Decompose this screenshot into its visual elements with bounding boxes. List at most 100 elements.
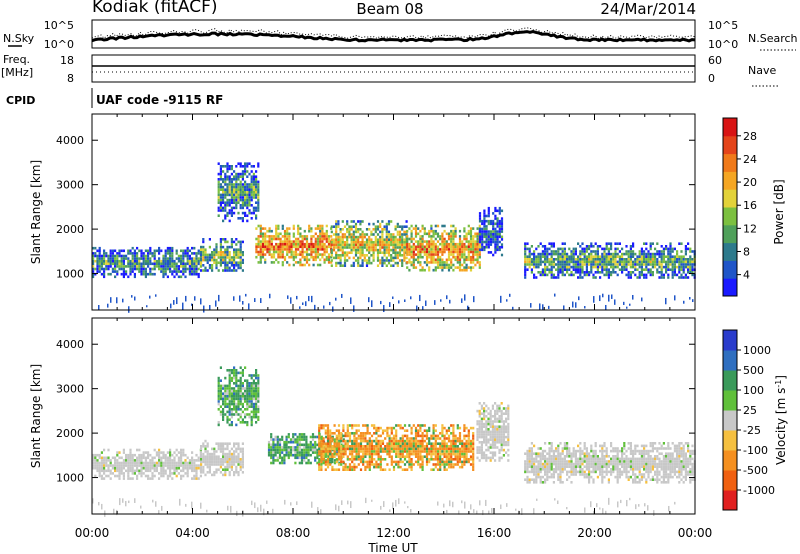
nsky-label: N.Sky [3,32,35,45]
freq-label-1: Freq. [3,53,30,66]
x-tick-label: 04:00 [175,526,210,540]
y-tick-label: 3000 [56,179,84,192]
freq-label-2: [MHz] [1,66,33,79]
colorbar-swatch [723,350,737,371]
near-range-speckle [92,497,676,517]
colorbar-tick-label: 12 [743,222,757,235]
time-axis-label: Time UT [367,541,418,554]
power-ylabel: Slant Range [km] [29,160,43,264]
echo-region [255,224,333,267]
nave-label: Nave [748,64,776,77]
nsky-tick-top: 10^5 [44,19,74,32]
x-tick-label: 16:00 [477,526,512,540]
noise-search-line [91,27,696,40]
colorbar-tick-label: 4 [743,269,750,282]
colorbar-swatch [723,118,737,137]
x-tick-label: 00:00 [678,526,713,540]
colorbar-swatch [723,224,737,244]
colorbar-tick-label: 28 [743,130,757,143]
power-y-axis: 1000 2000 3000 4000 [56,114,696,310]
x-tick-label: 20:00 [577,526,612,540]
near-range-speckle [98,293,694,313]
colorbar-swatch [723,450,737,471]
beam-title: Beam 08 [356,0,423,18]
colorbar-swatch [723,490,737,511]
freq-tick-bottom: 8 [67,72,74,85]
colorbar-tick-label: 8 [743,246,750,259]
colorbar-tick-label: -25 [743,424,761,437]
x-tick-label: 12:00 [376,526,411,540]
echo-region [524,442,696,484]
nave-tick-top: 60 [708,54,722,67]
velocity-echo-layer [92,366,696,517]
echo-region [217,366,260,427]
echo-region [330,220,408,267]
y-tick-label: 1000 [56,472,84,485]
colorbar-tick-label: 500 [743,364,764,377]
y-tick-label: 4000 [56,338,84,351]
power-panel: 1000 2000 3000 4000 Slant Range [km] 4 8 12 16… [29,113,786,313]
colorbar-swatch [723,330,737,351]
time-axis: 00:00 04:00 08:00 12:00 16:00 20:00 00:00 [75,526,713,540]
colorbar-tick-label: -100 [743,444,768,457]
nsearch-tick-bottom: 10^0 [708,38,738,51]
colorbar-swatch [723,207,737,226]
nsearch-label: N.Search [748,32,798,45]
echo-region [92,448,202,480]
colorbar-tick-label: 16 [743,199,757,212]
velocity-panel: 1000 2000 3000 4000 Slant Range [km] 1000 50… [29,317,789,517]
colorbar-swatch [723,260,737,279]
y-tick-label: 2000 [56,223,84,236]
velocity-colorbar-label: Velocity [m s-1] [774,375,789,465]
echo-region [318,424,475,471]
colorbar-tick-label: 25 [743,404,757,417]
velocity-ylabel: Slant Range [km] [29,364,43,468]
y-tick-label: 4000 [56,134,84,147]
colorbar-swatch [723,171,737,190]
nsearch-tick-top: 10^5 [708,19,738,32]
nsky-tick-bottom: 10^0 [44,38,74,51]
echo-region [200,439,244,477]
colorbar-swatch [723,189,737,208]
freq-tick-top: 18 [60,54,74,67]
colorbar-swatch [723,135,737,155]
colorbar-tick-label: 100 [743,384,764,397]
colorbar-swatch [723,242,737,261]
power-colorbar: 4 8 12 16 20 24 28 [722,117,757,297]
colorbar-tick-label: -1000 [743,484,775,497]
colorbar-tick-label: 20 [743,176,757,189]
power-echo-layer [92,162,696,313]
colorbar-swatch [723,470,737,491]
colorbar-swatch [723,390,737,411]
noise-sky-line [91,30,696,43]
y-tick-label: 2000 [56,427,84,440]
echo-region [478,206,504,257]
colorbar-swatch [723,370,737,391]
cpid-label: CPID [6,94,35,107]
station-title: Kodiak (fitACF) [92,0,218,17]
colorbar-swatch [723,153,737,172]
colorbar-swatch [723,410,737,431]
power-colorbar-label: Power [dB] [772,179,786,244]
echo-region [217,162,260,223]
y-tick-label: 3000 [56,383,84,396]
nave-tick-bottom: 0 [708,72,715,85]
cpid-value: UAF code -9115 RF [96,93,223,107]
colorbar-tick-label: -500 [743,464,768,477]
velocity-y-axis: 1000 2000 3000 4000 [56,318,696,514]
colorbar-swatch [723,430,737,451]
velocity-colorbar: 1000 500 100 25 -25 -100 -500 -1000 [722,329,775,511]
echo-region [406,224,481,272]
colorbar-swatch [723,278,737,297]
echo-region [200,238,244,272]
colorbar-tick-label: 1000 [743,344,771,357]
x-tick-label: 00:00 [75,526,110,540]
y-tick-label: 1000 [56,268,84,281]
freq-panel: Freq. [MHz] 18 8 60 0 Nave [1,53,778,87]
echo-region [476,402,510,462]
colorbar-tick-label: 24 [743,153,757,166]
date-title: 24/Mar/2014 [600,0,696,18]
noise-panel: N.Sky 10^5 10^0 10^5 10^0 N.Search [3,19,798,51]
x-tick-label: 08:00 [276,526,311,540]
